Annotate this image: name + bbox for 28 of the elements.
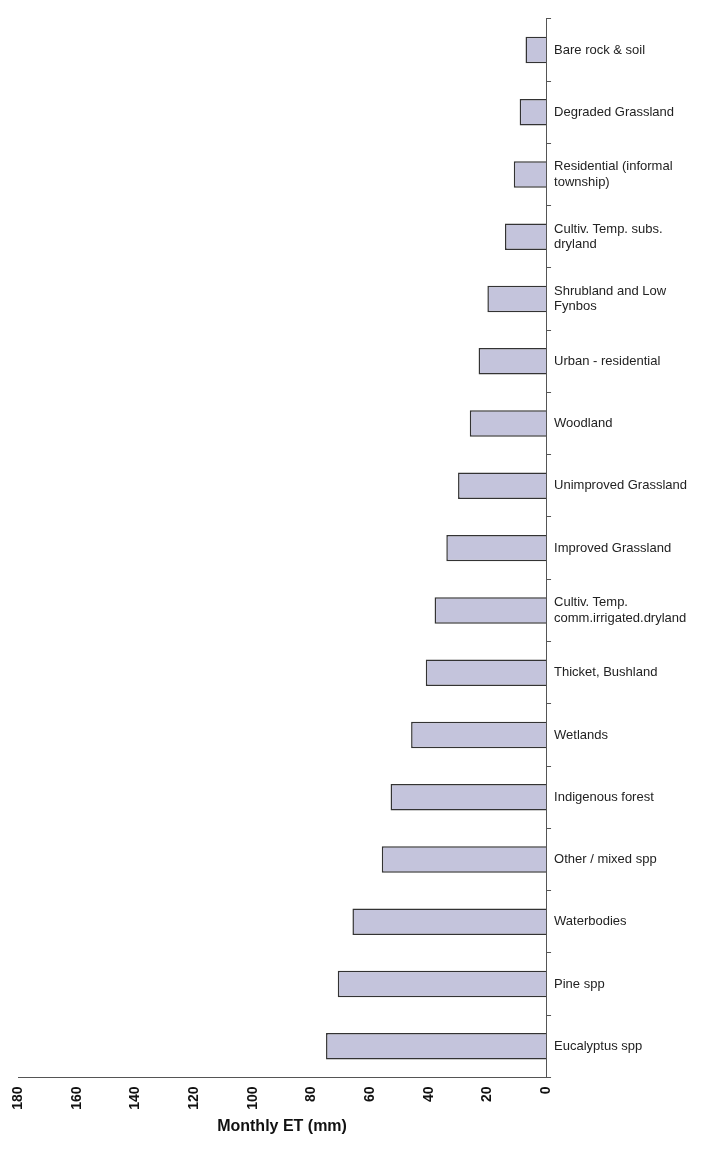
x-tick-label: 0 <box>536 1086 553 1095</box>
x-tick-label: 160 <box>67 1086 84 1110</box>
x-tick-label: 60 <box>360 1086 377 1103</box>
x-tick-label: 120 <box>184 1086 201 1110</box>
x-tick-label: 20 <box>478 1086 495 1103</box>
x-tick-label: 100 <box>243 1086 260 1110</box>
y-tick-label: Cultiv. Temp. comm.irrigated.dryland <box>554 594 687 625</box>
y-tick-label: Unimproved Grassland <box>554 477 688 493</box>
x-tick-label: 140 <box>126 1086 143 1110</box>
y-tick-label: Cultiv. Temp. subs. dryland <box>554 220 663 252</box>
x-tick-label: 40 <box>419 1086 436 1103</box>
y-tick-label: Urban - residential <box>554 352 661 368</box>
y-tick-label: Bare rock & soil <box>554 41 646 57</box>
y-tick-label: Wetlands <box>554 726 609 742</box>
x-tick-label: 80 <box>302 1086 319 1103</box>
y-tick-label: Shrubland and Low Fynbos <box>554 282 667 314</box>
x-tick-label: 180 <box>8 1086 25 1110</box>
y-tick-label: Pine spp <box>554 975 605 991</box>
y-tick-label: Other / mixed spp <box>554 851 657 867</box>
y-tick-label: Thicket, Bushland <box>554 664 658 680</box>
y-tick-label: Residential (informal township) <box>554 158 673 189</box>
y-tick-label: Waterbodies <box>554 913 628 929</box>
y-tick-label: Degraded Grassland <box>554 103 675 119</box>
y-tick-label: Eucalyptus spp <box>554 1037 643 1053</box>
y-tick-label: Indigenous forest <box>554 788 655 804</box>
x-axis-title: Monthly ET (mm) <box>217 1116 347 1134</box>
y-tick-label: Improved Grassland <box>554 539 672 555</box>
y-tick-label: Woodland <box>554 415 613 431</box>
